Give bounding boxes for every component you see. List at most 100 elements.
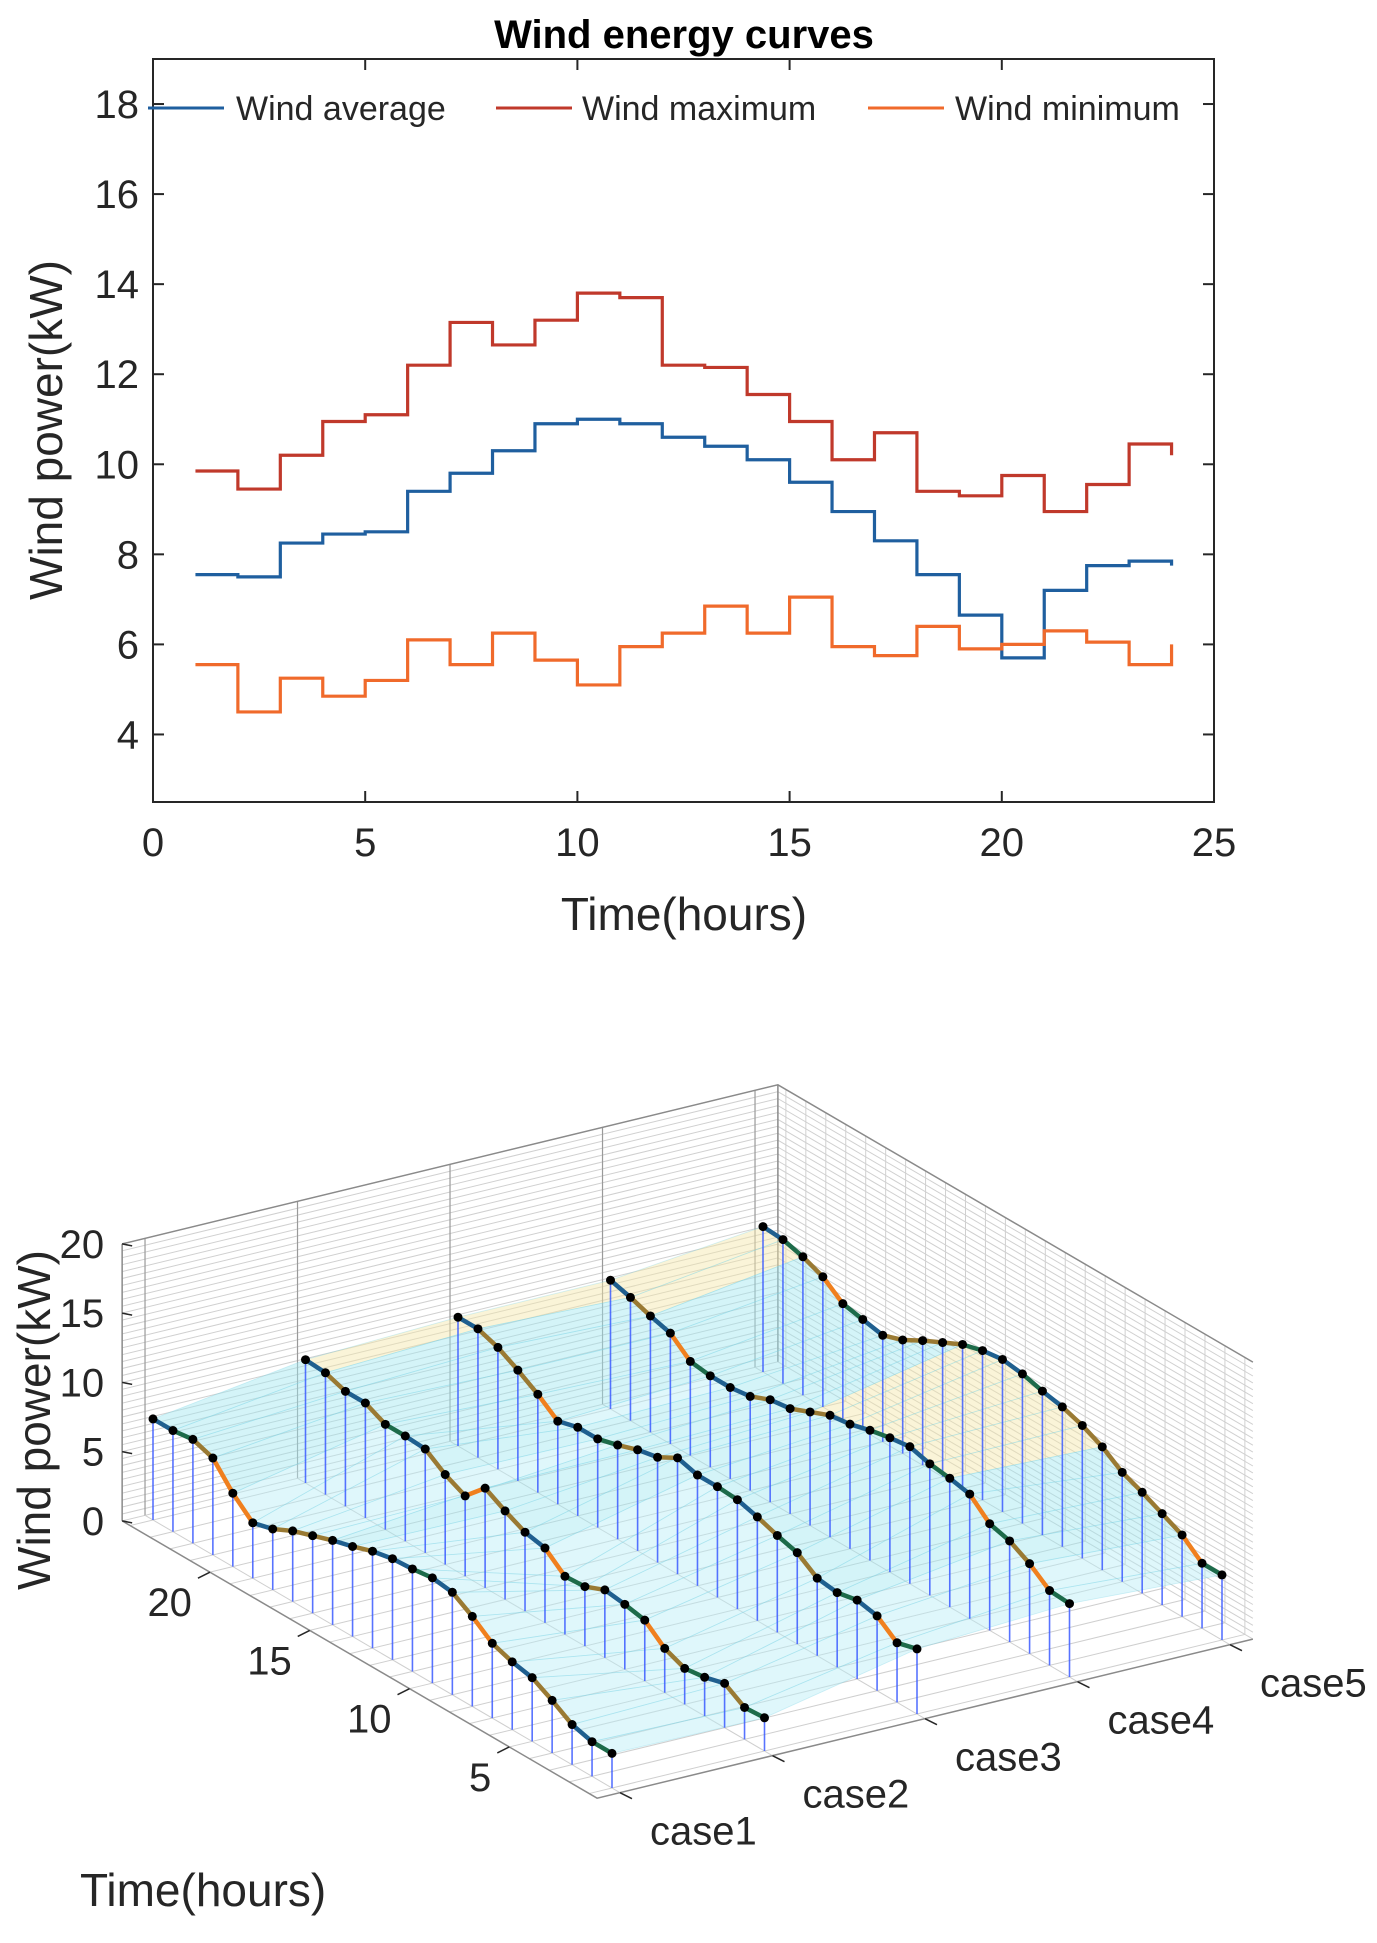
- series-marker-case1: [188, 1434, 198, 1444]
- series-segment-case5: [820, 1274, 846, 1306]
- series-marker-case3: [692, 1470, 702, 1480]
- series-marker-case5: [1137, 1487, 1147, 1497]
- series-marker-case5: [1037, 1386, 1047, 1396]
- series-marker-case5: [978, 1346, 988, 1356]
- x-tick-label: 25: [1192, 821, 1237, 865]
- series-marker-case4: [645, 1311, 655, 1321]
- series-marker-case4: [965, 1489, 975, 1499]
- series-marker-case3: [473, 1324, 483, 1334]
- series-segment-case2: [422, 1446, 448, 1477]
- series-segment-case2: [323, 1370, 348, 1394]
- series-segment-case2: [722, 1681, 747, 1710]
- series-marker-case2: [540, 1543, 550, 1553]
- case-tick-mark: [924, 1717, 938, 1726]
- wall-grid-line: [121, 1361, 1254, 1640]
- series-marker-case4: [785, 1404, 795, 1414]
- series-segment-case3: [874, 1613, 900, 1646]
- series-marker-case3: [912, 1644, 922, 1654]
- top-x-axis-label: Time(hours): [561, 888, 807, 940]
- y-tick-mark: [297, 1629, 311, 1638]
- series-marker-case2: [600, 1585, 610, 1595]
- series-marker-case2: [340, 1386, 350, 1396]
- series-marker-case2: [500, 1506, 510, 1516]
- series-segment-case5: [1119, 1470, 1145, 1495]
- series-marker-case2: [740, 1702, 750, 1712]
- series-marker-case5: [858, 1314, 868, 1324]
- series-segment-case2: [642, 1617, 667, 1651]
- y-tick-label: 16: [95, 173, 140, 217]
- z-tick-mark: [121, 1520, 133, 1524]
- series-marker-case3: [533, 1389, 543, 1399]
- series-segment-case1: [549, 1698, 575, 1727]
- series-marker-case3: [812, 1573, 822, 1583]
- series-segment-case5: [1139, 1490, 1165, 1516]
- series-marker-case3: [633, 1445, 643, 1455]
- legend-label-wind-maximum: Wind maximum: [582, 90, 816, 128]
- 3d-y-axis-label: Time(hours): [80, 1864, 326, 1916]
- series-marker-case2: [440, 1470, 450, 1480]
- y-tick-label: 5: [469, 1756, 491, 1800]
- series-marker-case4: [845, 1419, 855, 1429]
- series-marker-case5: [918, 1336, 928, 1346]
- x-tick-label: 0: [142, 821, 164, 865]
- series-segment-case5: [1100, 1444, 1125, 1475]
- 3d-ticks: 0 5 10 15 20 5 10 15 20 case1 case2 case3 case4 case5: [60, 1223, 1367, 1854]
- y-tick-label: 12: [95, 353, 140, 397]
- series-marker-case2: [660, 1643, 670, 1653]
- series-marker-case2: [700, 1672, 710, 1682]
- series-line-wind-minimum: [195, 595, 1174, 714]
- series-segment-case1: [529, 1675, 555, 1703]
- y-tick-label: 15: [247, 1639, 292, 1683]
- series-marker-case4: [745, 1391, 755, 1401]
- series-marker-case4: [685, 1356, 695, 1366]
- series-marker-case2: [720, 1678, 730, 1688]
- series-marker-case2: [301, 1355, 310, 1365]
- x-tick-label: 5: [354, 821, 376, 865]
- case-tick-label: case5: [1260, 1662, 1367, 1706]
- 3d-z-axis-label: Wind power(kW): [8, 1250, 60, 1590]
- series-marker-case3: [852, 1595, 862, 1605]
- series-segment-case3: [475, 1326, 501, 1350]
- case-tick-mark: [772, 1754, 785, 1763]
- floor-front-edge: [121, 1520, 1254, 1800]
- series-segment-case4: [967, 1491, 992, 1526]
- series-marker-case5: [818, 1272, 828, 1282]
- floor-grid-line: [754, 1366, 1231, 1646]
- case-tick-label: case3: [955, 1736, 1062, 1780]
- series-marker-case1: [487, 1638, 497, 1648]
- series-segment-case4: [628, 1295, 653, 1319]
- series-marker-case3: [653, 1452, 663, 1462]
- series-marker-case5: [878, 1330, 888, 1340]
- y-tick-label: 8: [117, 533, 139, 577]
- series-marker-case1: [407, 1564, 417, 1574]
- series-segment-case4: [1007, 1538, 1032, 1566]
- series-marker-case1: [348, 1541, 358, 1551]
- series-marker-case4: [805, 1407, 815, 1417]
- series-marker-case4: [606, 1275, 615, 1285]
- series-marker-case5: [1197, 1558, 1207, 1568]
- series-marker-case4: [705, 1371, 715, 1381]
- case-tick-label: case4: [1107, 1699, 1214, 1743]
- z-tick-label: 0: [82, 1500, 104, 1544]
- z-tick-label: 20: [60, 1223, 105, 1267]
- series-marker-case1: [268, 1524, 278, 1534]
- series-marker-case2: [400, 1431, 410, 1441]
- bottom-3d-chart: 0 5 10 15 20 5 10 15 20 case1 case2 case3 case4 case5…: [8, 1083, 1367, 1916]
- series-marker-case3: [593, 1434, 603, 1444]
- series-segment-case3: [795, 1550, 820, 1581]
- case-tick-label: case1: [650, 1810, 757, 1854]
- series-marker-case5: [1157, 1509, 1167, 1519]
- series-marker-case1: [228, 1488, 238, 1498]
- series-segment-case5: [1060, 1404, 1085, 1428]
- z-tick-mark: [121, 1450, 133, 1455]
- series-marker-case1: [208, 1453, 218, 1463]
- series-marker-case1: [387, 1554, 397, 1564]
- series-marker-case3: [872, 1611, 882, 1621]
- 3d-stems: [152, 1226, 1223, 1788]
- floor-grid-line: [144, 1514, 621, 1794]
- series-marker-case4: [925, 1459, 935, 1469]
- y-tick-label: 6: [117, 623, 139, 667]
- series-marker-case3: [752, 1512, 762, 1522]
- series-marker-case2: [620, 1599, 630, 1609]
